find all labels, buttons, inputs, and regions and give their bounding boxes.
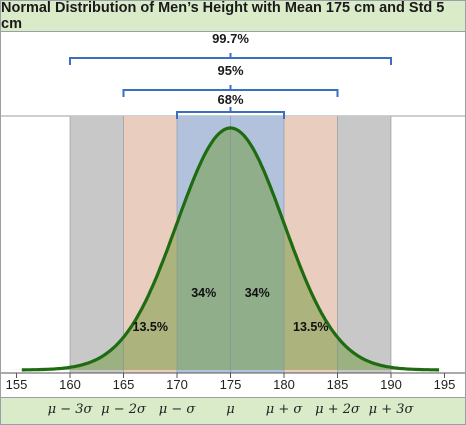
normal-curve-line <box>21 126 440 372</box>
sigma-label-5: μ + 2σ <box>315 402 360 417</box>
sigma-label-3: μ <box>226 402 235 417</box>
bracket-95 <box>122 85 339 97</box>
x-tick-label-170: 170 <box>166 377 188 392</box>
x-tick-label-155: 155 <box>6 377 28 392</box>
sigma-label-6: μ + 3σ <box>368 402 414 417</box>
sigma-label-1: μ − 2σ <box>101 402 146 417</box>
sigma-band-0 <box>70 116 124 373</box>
sigma-label-bar: μ − 3σ μ − 2σ μ − σ μ μ + σ μ + 2σ μ + 3σ <box>1 397 465 424</box>
x-tick-label-175: 175 <box>220 377 242 392</box>
region-label-3: 13.5% <box>293 320 328 334</box>
x-tick-label-165: 165 <box>113 377 135 392</box>
x-tick-label-195: 195 <box>434 377 456 392</box>
x-tick-label-185: 185 <box>327 377 349 392</box>
curve-area-fill <box>5 128 434 370</box>
sigma-label-0: μ − 3σ <box>47 402 93 417</box>
sigma-label-2: μ − σ <box>158 402 196 417</box>
bracket-68 <box>176 107 285 119</box>
x-tick-label-190: 190 <box>380 377 402 392</box>
x-tick-label-160: 160 <box>59 377 81 392</box>
region-label-0: 13.5% <box>133 320 168 334</box>
region-label-1: 34% <box>191 286 216 300</box>
bracket-label-68: 68% <box>217 92 243 107</box>
bracket-label-95: 95% <box>217 63 243 78</box>
region-label-2: 34% <box>245 286 270 300</box>
bracket-997 <box>69 53 392 65</box>
x-tick-label-180: 180 <box>273 377 295 392</box>
chart-title: Normal Distribution of Men’s Height with… <box>1 1 465 32</box>
sigma-band-4 <box>337 116 391 373</box>
sigma-label-4: μ + σ <box>265 402 303 417</box>
bracket-label-997: 99.7% <box>212 31 249 46</box>
